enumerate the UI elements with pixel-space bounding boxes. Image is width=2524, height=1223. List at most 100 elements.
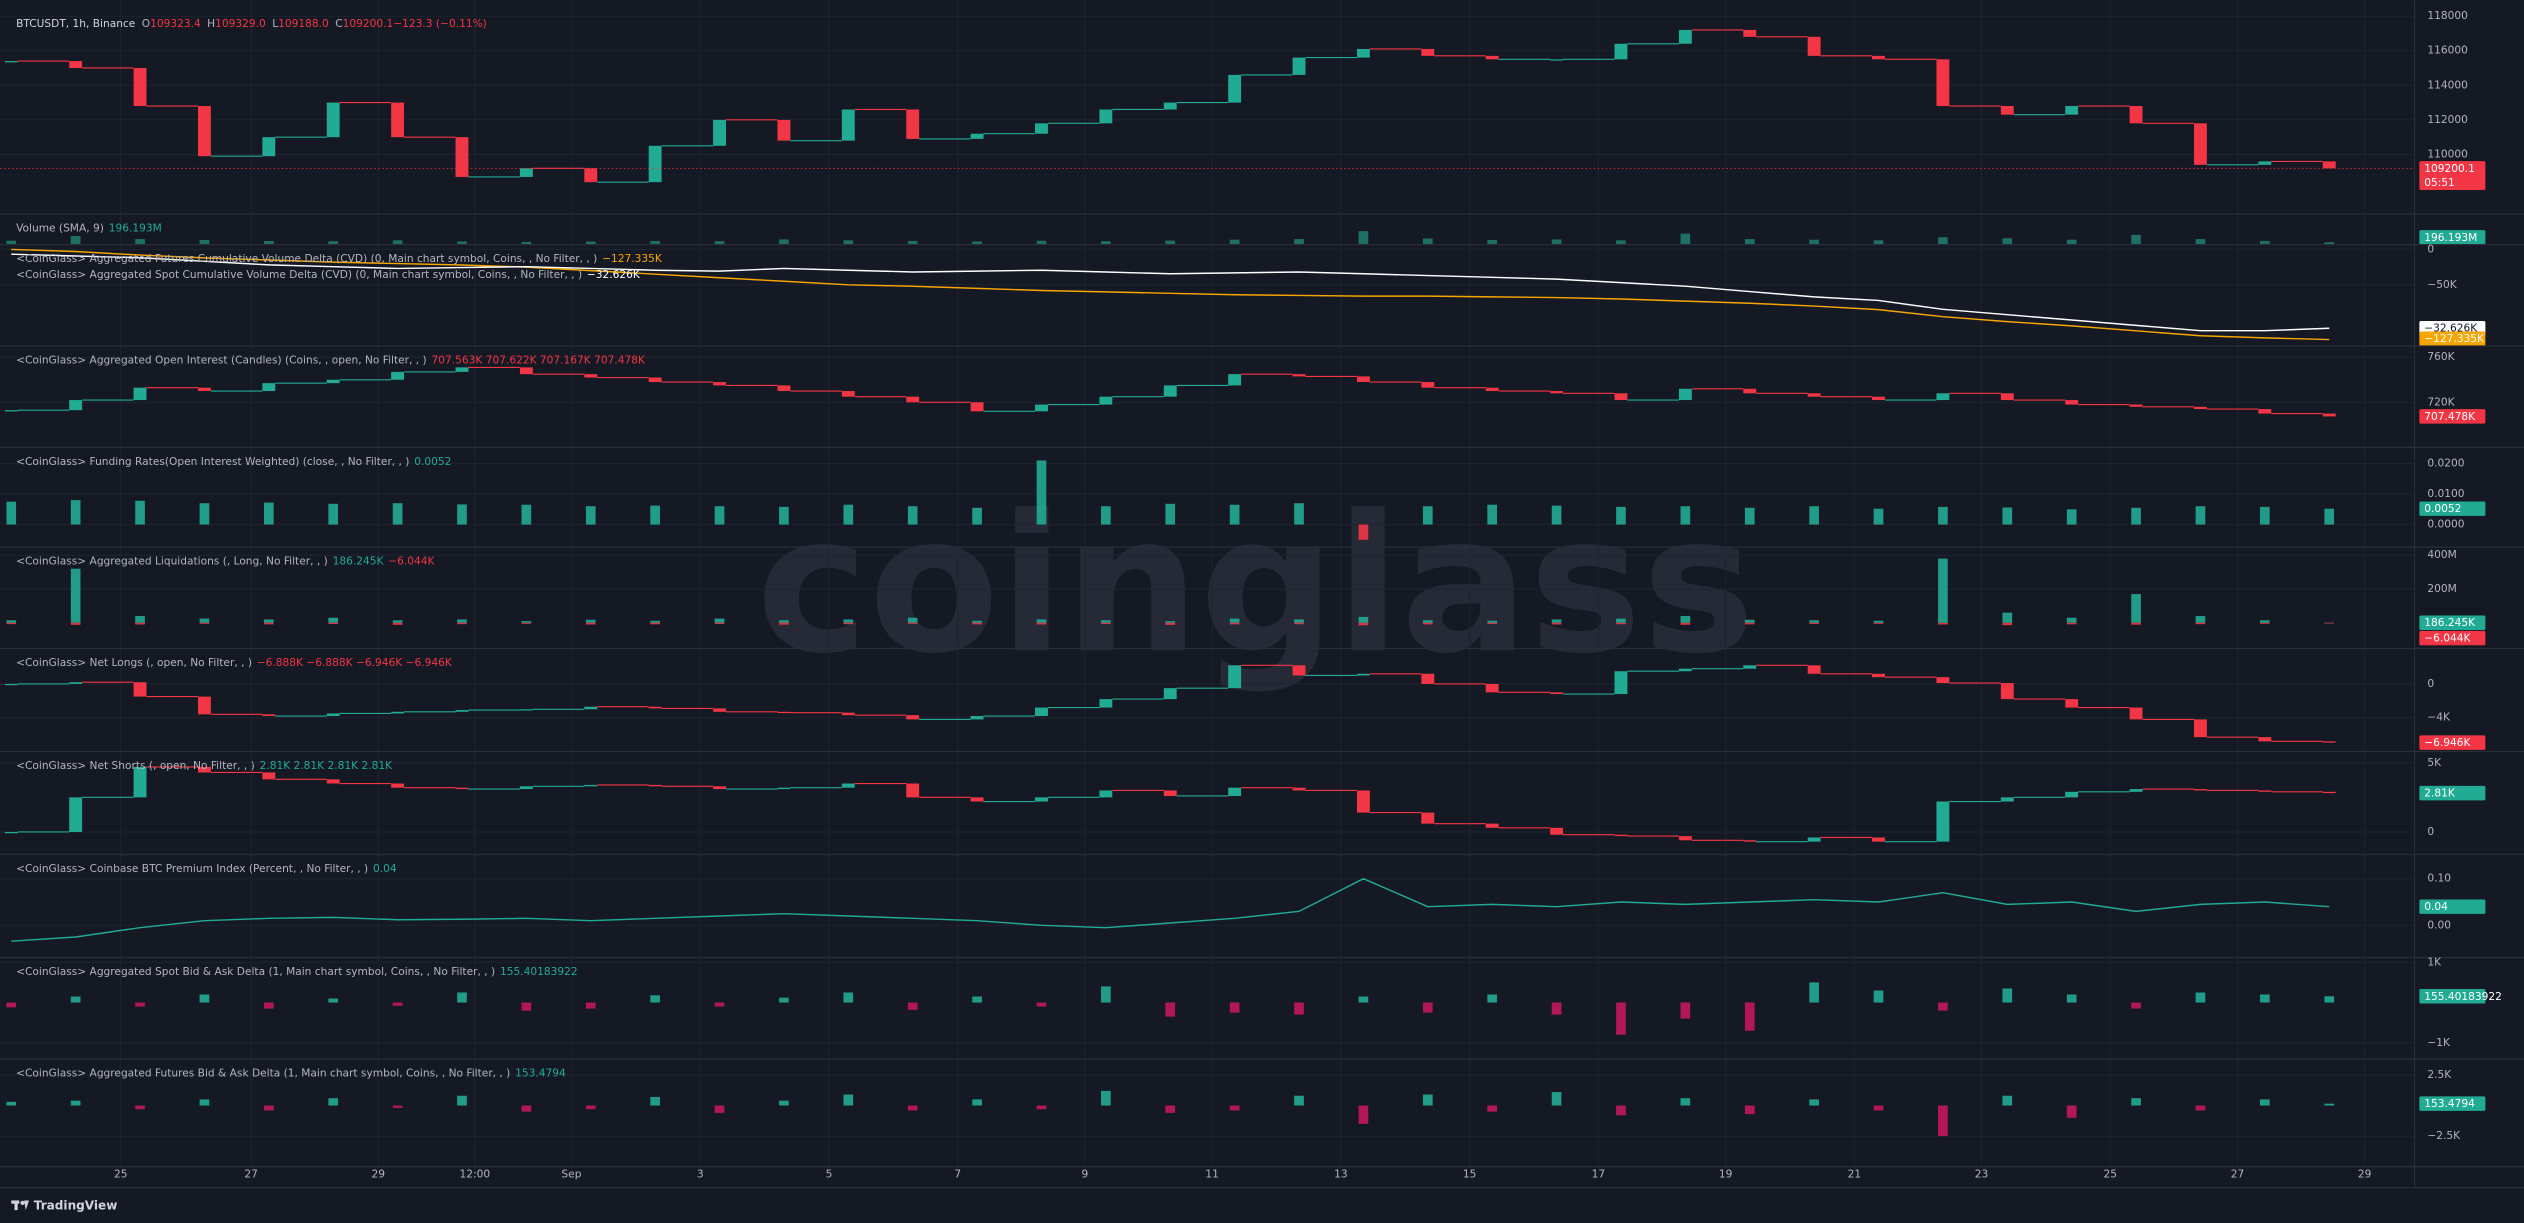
bar: [2195, 622, 2206, 625]
bar: [1294, 503, 1304, 525]
bar: [2324, 996, 2335, 1003]
price-badge: [2419, 785, 2486, 801]
pane-legend: <CoinGlass> Net Shorts (, open, No Filte…: [16, 759, 393, 772]
symbol: BTCUSDT, 1h, Binance: [16, 17, 135, 30]
ohlc-key: L: [272, 17, 278, 30]
bar: [2260, 622, 2270, 624]
pane-legend: <CoinGlass> Aggregated Spot Cumulative V…: [16, 268, 641, 281]
bar: [457, 992, 467, 1003]
line: [11, 877, 2330, 942]
bar: [843, 240, 854, 245]
bar: [1809, 622, 1819, 624]
bar: [2131, 234, 2141, 245]
candle: [1163, 102, 1177, 110]
candle: [2065, 791, 2079, 798]
legend-value: 0.0052: [414, 455, 451, 468]
bar: [135, 239, 145, 245]
bar: [1487, 239, 1498, 245]
x-tick-label: 27: [244, 1168, 258, 1181]
bar: [1809, 506, 1819, 525]
price-badge: [2419, 615, 2486, 631]
x-tick-label: Sep: [561, 1168, 581, 1181]
bar: [2324, 508, 2335, 525]
candle: [326, 102, 340, 138]
bar: [1101, 986, 1111, 1003]
bar: [457, 622, 467, 625]
candle: [69, 797, 83, 832]
brand-logo: [11, 1200, 29, 1211]
bar: [1294, 239, 1304, 245]
bar: [1744, 619, 1755, 623]
bar: [2131, 1098, 2141, 1106]
candle: [2129, 404, 2143, 407]
bar: [779, 1100, 789, 1106]
candle: [1485, 55, 1499, 60]
bar: [585, 1002, 596, 1009]
candle: [713, 708, 726, 712]
bar: [2195, 616, 2206, 623]
candle: [584, 168, 598, 183]
bar: [2195, 239, 2206, 245]
pane-legend: <CoinGlass> Net Longs (, open, No Filter…: [16, 656, 453, 669]
candle: [2194, 123, 2207, 165]
candle: [1421, 673, 1435, 684]
pane: 1K −1K 155.40183922 <CoinGlass> Aggregated …: [0, 955, 2524, 1049]
candle: [648, 784, 662, 787]
bar: [328, 1098, 339, 1106]
bar: [1938, 622, 1948, 625]
bar: [2066, 239, 2077, 245]
candle: [133, 387, 147, 401]
candle: [519, 168, 533, 177]
bar: [392, 622, 403, 625]
candle: [906, 396, 920, 403]
candle: [391, 102, 405, 138]
candle: [1485, 823, 1499, 828]
candle: [133, 766, 147, 798]
legend-title: <CoinGlass> Aggregated Futures Cumulativ…: [16, 252, 597, 265]
price-badge-label: 196.193M: [2424, 231, 2477, 244]
bar: [521, 622, 532, 624]
candle: [1421, 812, 1435, 824]
line: [11, 253, 2330, 332]
bar: [2002, 612, 2013, 623]
bar: [392, 1105, 403, 1108]
bar: [2131, 622, 2141, 625]
candle: [1035, 404, 1048, 412]
candle: [1356, 790, 1370, 813]
bar: [1873, 622, 1884, 624]
legend-title: <CoinGlass> Net Shorts (, open, No Filte…: [16, 759, 255, 772]
bar: [6, 622, 17, 625]
bar: [1551, 619, 1562, 623]
bar: [521, 1105, 532, 1112]
bar: [1551, 1092, 1562, 1106]
candle: [2000, 393, 2014, 401]
bar: [392, 620, 403, 623]
bar: [907, 622, 918, 624]
bar: [1487, 620, 1498, 623]
bar: [1680, 506, 1691, 525]
candle: [1099, 109, 1113, 124]
bar: [457, 241, 467, 245]
bar: [1229, 618, 1240, 623]
candle: [4, 61, 18, 63]
bar: [1744, 507, 1755, 525]
candle: [4, 831, 18, 834]
y-tick-label: −1K: [2427, 1036, 2451, 1049]
candle: [1356, 48, 1370, 58]
candle: [1292, 374, 1306, 377]
countdown: 05:51: [2424, 176, 2455, 189]
ohlc-key: C: [335, 17, 342, 30]
x-tick-label: 15: [1463, 1168, 1477, 1181]
bar: [1165, 622, 1176, 625]
candle: [1872, 673, 1885, 678]
candle: [1163, 688, 1177, 700]
ohlc-value: −123.3 (−0.11%): [393, 17, 487, 30]
bar: [1036, 619, 1047, 623]
price-badge-label: −32.626K: [2424, 322, 2478, 335]
bar: [1294, 619, 1304, 623]
candle: [1872, 396, 1885, 401]
candle: [1099, 699, 1113, 708]
bar: [972, 996, 982, 1003]
x-tick-label: 3: [697, 1168, 704, 1181]
ohlc-value: 109188.0: [278, 17, 329, 30]
